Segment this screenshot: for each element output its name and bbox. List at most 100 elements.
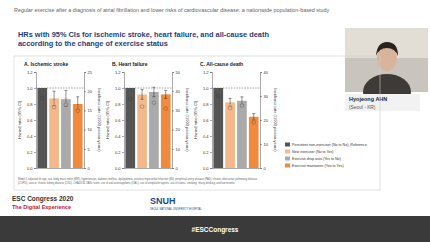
tick-mark	[122, 136, 124, 137]
tick: 0.6	[27, 118, 36, 123]
tick-label: 0.4	[27, 134, 33, 139]
axis-line	[210, 73, 213, 169]
slide-title: HRs with 95% CIs for ischemic stroke, he…	[18, 30, 269, 39]
legend-label: Exercise drop-outs (Yes to No)	[292, 157, 341, 161]
error-bar	[76, 106, 79, 116]
tick-mark	[34, 120, 36, 121]
tick-mark	[210, 88, 212, 89]
axis-line	[37, 168, 85, 169]
error-bar	[164, 106, 167, 112]
tick-label: 0.8	[27, 102, 33, 107]
logo: SNUH	[150, 196, 176, 206]
point	[164, 107, 168, 111]
point	[140, 105, 144, 109]
speaker-hair	[376, 42, 398, 56]
tick: 0.4	[115, 134, 124, 139]
tick-label: 1.0	[203, 86, 209, 91]
tick-label: 1.0	[115, 86, 121, 91]
legend-swatch	[285, 164, 290, 168]
tick-label: 0.6	[27, 118, 33, 123]
tick: 15	[84, 108, 93, 113]
tick: 1.0	[203, 86, 212, 91]
congress-name: ESC Congress 2020	[12, 195, 74, 203]
panel: C. All-cause death0.00.20.40.60.81.01.20…	[193, 61, 278, 171]
point	[40, 96, 44, 100]
tick-mark	[260, 144, 262, 145]
tick-label: 0	[88, 166, 91, 171]
tick-mark	[172, 91, 174, 92]
tick: 1.0	[115, 86, 124, 91]
y-axis: 0.00.20.40.60.81.01.2	[27, 70, 37, 171]
point	[76, 109, 80, 113]
logo-text: SEOUL NATIONAL UNIVERSITY HOSPITAL	[150, 207, 202, 211]
y2-axis: 0 10 20 30 40	[260, 70, 269, 171]
tick-label: 20	[264, 118, 269, 123]
tick-mark	[122, 104, 124, 105]
bar	[125, 88, 135, 168]
tick-label: 40	[264, 70, 269, 75]
tick-mark	[122, 72, 124, 73]
reference-line	[36, 88, 84, 89]
tick: 5	[84, 147, 91, 152]
y2-axis-title: Incidence rate (/1000 person-years)	[185, 88, 190, 152]
tick-label: 0.6	[203, 118, 209, 123]
axis-line	[85, 73, 87, 169]
bar	[213, 88, 223, 168]
tick-mark	[172, 72, 174, 73]
legend-swatch	[285, 157, 290, 161]
y2-axis-title: Incidence rate (/1000 person-years)	[97, 88, 102, 152]
axis-line	[122, 73, 125, 169]
tick: 10	[84, 127, 93, 132]
tick: 40	[260, 70, 269, 75]
bottom-bar	[0, 216, 430, 242]
tick-label: 0	[176, 166, 179, 171]
plot-area	[212, 88, 260, 168]
tick-mark	[210, 168, 212, 169]
speaker-place: (Seoul - KR)	[349, 105, 376, 110]
tick-label: 5	[88, 147, 91, 152]
bar	[249, 117, 259, 168]
error-bar	[141, 103, 144, 111]
point	[128, 97, 132, 101]
error-bar	[164, 90, 167, 98]
panel-title: A. Ischemic stroke	[24, 61, 68, 67]
tick: 0.4	[27, 134, 36, 139]
tick-label: 1.2	[115, 70, 121, 75]
tick-mark	[260, 72, 262, 73]
tick: 1.2	[27, 70, 36, 75]
point	[64, 103, 68, 107]
point	[216, 94, 220, 98]
footnote: (COPD), cancer, chronic kidney disease (…	[18, 181, 235, 185]
tick-mark	[210, 152, 212, 153]
tick-label: 10	[264, 142, 269, 147]
tick-label: 0.4	[203, 134, 209, 139]
tick: 0	[260, 166, 267, 171]
tick-mark	[210, 136, 212, 137]
tick: 50	[172, 70, 181, 75]
error-bar	[64, 98, 67, 110]
slide: Regular exercise after a diagnosis of at…	[0, 0, 430, 242]
panel: A. Ischemic stroke0.00.20.40.60.81.01.20…	[17, 61, 102, 171]
error-bar	[240, 102, 243, 108]
axis-line	[125, 168, 173, 169]
slide-title: according to the change of exercise stat…	[18, 39, 168, 48]
bar	[237, 101, 247, 168]
tick-label: 40	[176, 89, 181, 94]
tick-label: 0.0	[27, 166, 33, 171]
point	[240, 104, 244, 108]
y2-axis-title: Incidence rate (/1000 person-years)	[273, 88, 278, 152]
tick: 0.6	[203, 118, 212, 123]
bar	[61, 99, 71, 168]
bar	[225, 102, 235, 168]
congress-subtitle: The Digital Experience	[12, 204, 71, 210]
tick-label: 30	[264, 94, 269, 99]
tick: 30	[260, 94, 269, 99]
tick: 20	[172, 127, 181, 132]
legend: Persistent non-exerciser (No to No), Ref…	[285, 143, 367, 169]
error-bar	[252, 114, 255, 120]
axis-line	[213, 168, 261, 169]
tick-label: 10	[88, 127, 93, 132]
tick: 1.2	[203, 70, 212, 75]
tick-mark	[84, 91, 86, 92]
tick-label: 25	[88, 70, 93, 75]
